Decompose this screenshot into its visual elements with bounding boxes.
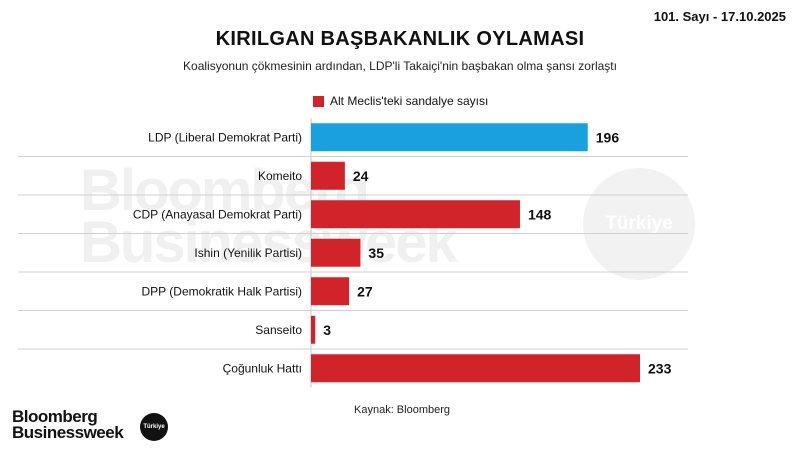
data-label: 27 (357, 283, 373, 299)
category-label: Ishin (Yenilik Partisi) (194, 246, 302, 260)
data-label: 233 (648, 360, 672, 376)
category-label: LDP (Liberal Demokrat Parti) (148, 130, 302, 144)
category-label: CDP (Anayasal Demokrat Parti) (133, 207, 302, 221)
bar (311, 161, 345, 190)
bar-chart: LDP (Liberal Demokrat Parti) 196 Komeito 24… (18, 118, 688, 388)
data-label: 35 (368, 245, 384, 261)
legend: Alt Meclis'teki sandalye sayısı (313, 94, 488, 108)
bar (311, 200, 520, 229)
source-note: Kaynak: Bloomberg (354, 404, 450, 416)
category-label: Komeito (258, 169, 302, 183)
category-label: DPP (Demokratik Halk Partisi) (142, 284, 302, 298)
legend-label: Alt Meclis'teki sandalye sayısı (330, 94, 489, 108)
data-label: 24 (353, 168, 369, 184)
bar (311, 315, 316, 344)
brand-logo: Bloomberg Businessweek (12, 407, 124, 442)
bar (311, 354, 640, 383)
logo-line1: Bloomberg (12, 407, 98, 426)
data-label: 148 (528, 206, 552, 222)
bar (311, 238, 361, 267)
category-label: Çoğunluk Hattı (223, 361, 302, 375)
bar (311, 123, 588, 152)
logo-badge: Türkiye (140, 413, 168, 441)
logo-line2: Businessweek (12, 423, 124, 442)
chart-title: KIRILGAN BAŞBAKANLIK OYLAMASI (215, 28, 585, 50)
bar (311, 277, 350, 306)
category-label: Sanseito (255, 323, 302, 337)
issue-date: 101. Sayı - 17.10.2025 (653, 9, 786, 24)
chart-subtitle: Koalisyonun çökmesinin ardından, LDP'li … (183, 59, 617, 73)
data-label: 196 (596, 129, 620, 145)
legend-swatch (313, 95, 324, 107)
data-label: 3 (323, 322, 331, 338)
